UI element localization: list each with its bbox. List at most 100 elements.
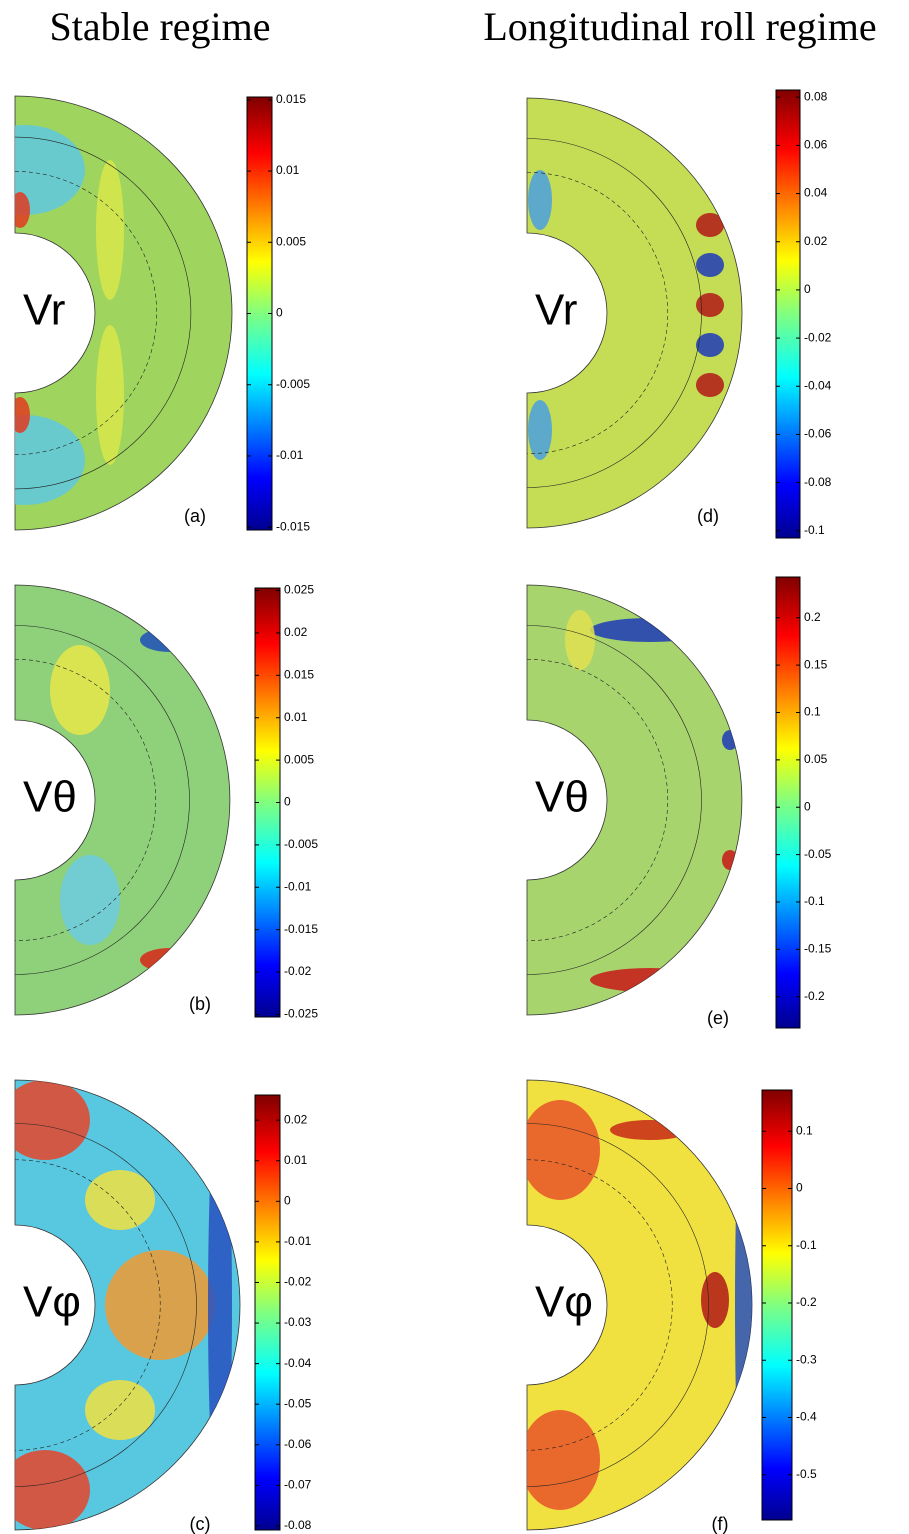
colorbar-tick-label: 0.1 — [796, 1123, 813, 1137]
contour — [527, 138, 702, 488]
colorbar-tick-label: -0.1 — [804, 523, 825, 537]
variable-label: Vθ — [535, 773, 589, 822]
field-blob — [696, 253, 724, 277]
colorbar-tick-label: -0.2 — [796, 1295, 817, 1309]
colorbar-tick-label: -0.02 — [284, 964, 312, 978]
colorbar-tick-label: -0.05 — [284, 1396, 312, 1410]
colorbar-tick-label: -0.15 — [804, 942, 832, 956]
colorbar-tick-label: -0.04 — [284, 1356, 312, 1370]
half-annulus — [526, 97, 743, 529]
colorbar-tick-label: 0.02 — [284, 1112, 308, 1126]
colorbar-tick-label: -0.04 — [804, 378, 832, 392]
field-blob — [96, 160, 124, 300]
field-blob — [15, 397, 30, 433]
field-blob — [60, 855, 120, 945]
colorbar — [254, 1094, 281, 1531]
field-blob — [527, 1100, 600, 1200]
colorbar-tick-label: 0.005 — [276, 234, 306, 248]
variable-label: Vφ — [23, 1278, 81, 1327]
field-blob — [15, 192, 30, 228]
contour — [527, 171, 668, 455]
contour — [527, 1159, 673, 1451]
colorbar-tick-label: 0 — [284, 795, 291, 809]
field-blob — [696, 333, 724, 357]
colorbar-tick-label: 0.015 — [284, 667, 314, 681]
panel-label: (b) — [189, 994, 211, 1014]
colorbar-tick-label: -0.02 — [284, 1275, 312, 1289]
colorbar-tick-label: 0.025 — [284, 583, 314, 597]
colorbar-tick-label: 0.04 — [804, 186, 828, 200]
colorbar — [254, 587, 281, 1018]
field-blob — [696, 373, 724, 397]
contour — [15, 1123, 197, 1487]
field-blob — [15, 1450, 90, 1530]
colorbar-tick-label: -0.06 — [804, 427, 832, 441]
field-blob — [105, 1250, 215, 1360]
colorbar-tick-label: 0 — [276, 306, 283, 320]
colorbar-tick-label: 0.01 — [276, 163, 300, 177]
colorbar-tick-label: -0.015 — [276, 519, 310, 533]
contour — [15, 658, 156, 942]
field-pattern — [527, 138, 724, 488]
panel-label: (d) — [697, 506, 719, 526]
field-blob — [208, 1085, 232, 1525]
colorbar-tick-label: 0.02 — [284, 625, 308, 639]
half-annulus — [526, 1079, 753, 1531]
colorbar-tick-label: -0.01 — [284, 879, 312, 893]
field-blob — [735, 1085, 752, 1525]
field-blob — [696, 213, 724, 237]
colorbar-tick-label: 0.1 — [804, 705, 821, 719]
colorbar-tick-label: -0.05 — [804, 847, 832, 861]
colorbar-tick-label: -0.06 — [284, 1437, 312, 1451]
field-blob — [96, 325, 124, 465]
colorbar-tick-label: -0.005 — [284, 837, 318, 851]
panel-label: (e) — [707, 1008, 729, 1028]
variable-label: Vr — [535, 286, 577, 335]
field-blob — [528, 400, 552, 460]
colorbar-tick-label: -0.025 — [284, 1007, 318, 1021]
colorbar-tick-label: 0.06 — [804, 138, 828, 152]
colorbar-tick-label: 0.2 — [804, 610, 821, 624]
field-blob — [85, 1380, 155, 1440]
field-blob — [610, 1120, 690, 1140]
colorbar-tick-label: 0.08 — [804, 89, 828, 103]
colorbar-tick-label: 0.015 — [276, 92, 306, 106]
colorbar — [775, 576, 801, 1029]
panel-label: (f) — [712, 1514, 729, 1534]
colorbar-tick-label: 0.05 — [804, 752, 828, 766]
colorbar-tick-label: 0 — [284, 1193, 291, 1207]
field-blob — [527, 1410, 600, 1510]
colorbar-tick-label: 0 — [804, 799, 811, 813]
colorbar-tick-label: -0.3 — [796, 1352, 817, 1366]
variable-label: Vθ — [23, 773, 77, 822]
colorbar-tick-label: -0.01 — [284, 1234, 312, 1248]
colorbar-tick-label: -0.2 — [804, 989, 825, 1003]
field-blob — [15, 125, 85, 215]
field-blob — [701, 1272, 729, 1328]
contour — [15, 625, 190, 975]
colorbar-tick-label: 0.005 — [284, 752, 314, 766]
colorbar — [246, 96, 273, 531]
field-pattern — [15, 125, 192, 505]
half-annulus — [526, 584, 743, 1016]
colorbar-tick-label: 0.02 — [804, 234, 828, 248]
colorbar-tick-label: -0.4 — [796, 1410, 817, 1424]
colorbar — [761, 1089, 793, 1521]
colorbar-tick-label: -0.03 — [284, 1315, 312, 1329]
field-blob — [565, 610, 595, 670]
half-annulus — [14, 95, 233, 531]
colorbar-tick-label: 0 — [804, 282, 811, 296]
field-blob — [15, 415, 85, 505]
colorbar — [775, 89, 801, 539]
contour — [15, 1159, 161, 1451]
field-blob — [15, 1080, 90, 1160]
colorbar-tick-label: -0.08 — [284, 1518, 312, 1532]
colorbar-tick-label: 0.01 — [284, 1153, 308, 1167]
colorbar-tick-label: -0.07 — [284, 1478, 312, 1492]
field-blob — [528, 170, 552, 230]
colorbar-tick-label: -0.1 — [796, 1238, 817, 1252]
contour — [15, 136, 192, 490]
field-blob — [590, 968, 710, 992]
colorbar-tick-label: -0.08 — [804, 475, 832, 489]
